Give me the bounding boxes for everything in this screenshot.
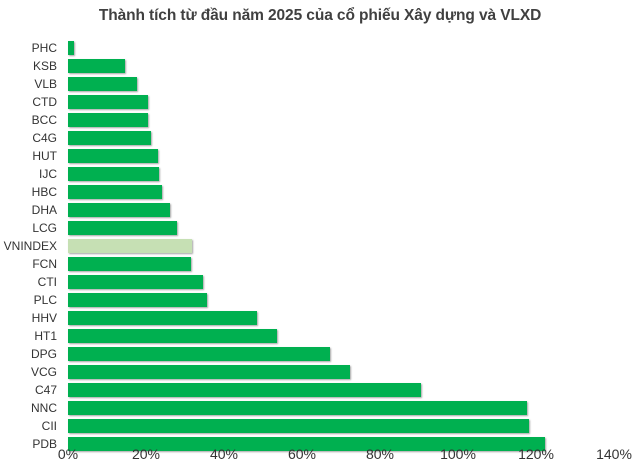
chart-title: Thành tích từ đầu năm 2025 của cổ phiếu … (98, 7, 542, 24)
category-label: HUT (32, 149, 57, 163)
bar-row-c47: C47 (0, 383, 640, 397)
bar-vcg (68, 365, 351, 379)
bar-hut (68, 149, 159, 163)
bar-c4g (68, 131, 152, 145)
bar-row-ijc: IJC (0, 167, 640, 181)
category-label: PHC (31, 41, 57, 55)
bar-row-bcc: BCC (0, 113, 640, 127)
bar-row-cii: CII (0, 419, 640, 433)
bar-row-vcg: VCG (0, 365, 640, 379)
bar-phc (68, 41, 74, 55)
bar-ijc (68, 167, 160, 181)
category-label: DPG (30, 347, 57, 361)
bar-row-ksb: KSB (0, 59, 640, 73)
category-label: VLB (34, 77, 57, 91)
bar-row-plc: PLC (0, 293, 640, 307)
x-tick-label: 120% (518, 446, 554, 462)
category-label: HHV (31, 311, 57, 325)
bar-c47 (68, 383, 421, 397)
bar-cii (68, 419, 530, 433)
category-label: NNC (31, 401, 57, 415)
bar-row-dha: DHA (0, 203, 640, 217)
category-label: CTD (32, 95, 57, 109)
category-label: PDB (32, 437, 57, 451)
bar-row-hut: HUT (0, 149, 640, 163)
bar-row-vnindex: VNINDEX (0, 239, 640, 253)
bar-dha (68, 203, 170, 217)
x-tick-label: 0% (57, 446, 79, 462)
bar-row-nnc: NNC (0, 401, 640, 415)
category-label: BCC (31, 113, 57, 127)
bar-ctd (68, 95, 148, 109)
bar-bcc (68, 113, 149, 127)
bar-row-lcg: LCG (0, 221, 640, 235)
category-label: PLC (33, 293, 57, 307)
bar-row-vlb: VLB (0, 77, 640, 91)
bar-row-hhv: HHV (0, 311, 640, 325)
category-label: HT1 (34, 329, 57, 343)
bar-row-dpg: DPG (0, 347, 640, 361)
bar-row-ht1: HT1 (0, 329, 640, 343)
bar-hbc (68, 185, 162, 199)
bar-row-hbc: HBC (0, 185, 640, 199)
category-label: LCG (32, 221, 57, 235)
bar-ht1 (68, 329, 277, 343)
bar-row-cti: CTI (0, 275, 640, 289)
category-label: VCG (30, 365, 57, 379)
bar-fcn (68, 257, 192, 271)
bar-row-phc: PHC (0, 41, 640, 55)
category-label: VNINDEX (3, 239, 57, 253)
bar-row-pdb: PDB (0, 437, 640, 451)
bar-lcg (68, 221, 177, 235)
category-label: KSB (32, 59, 57, 73)
bar-vnindex (68, 239, 193, 253)
bar-ksb (68, 59, 125, 73)
bar-vlb (68, 77, 138, 91)
category-label: HBC (31, 185, 57, 199)
category-label: IJC (39, 167, 57, 181)
bar-cti (68, 275, 204, 289)
category-label: DHA (31, 203, 57, 217)
category-label: FCN (32, 257, 57, 271)
x-tick-label: 80% (365, 446, 395, 462)
bar-row-ctd: CTD (0, 95, 640, 109)
x-tick-label: 140% (596, 446, 632, 462)
bar-hhv (68, 311, 257, 325)
bar-row-fcn: FCN (0, 257, 640, 271)
bar-dpg (68, 347, 331, 361)
category-label: CII (41, 419, 57, 433)
bar-plc (68, 293, 207, 307)
bar-row-c4g: C4G (0, 131, 640, 145)
category-label: C4G (32, 131, 57, 145)
x-tick-label: 20% (131, 446, 161, 462)
category-label: C47 (34, 383, 57, 397)
bar-pdb (68, 437, 546, 451)
x-tick-label: 100% (440, 446, 476, 462)
category-label: CTI (37, 275, 57, 289)
x-tick-label: 60% (287, 446, 317, 462)
bar-nnc (68, 401, 528, 415)
x-tick-label: 40% (209, 446, 239, 462)
